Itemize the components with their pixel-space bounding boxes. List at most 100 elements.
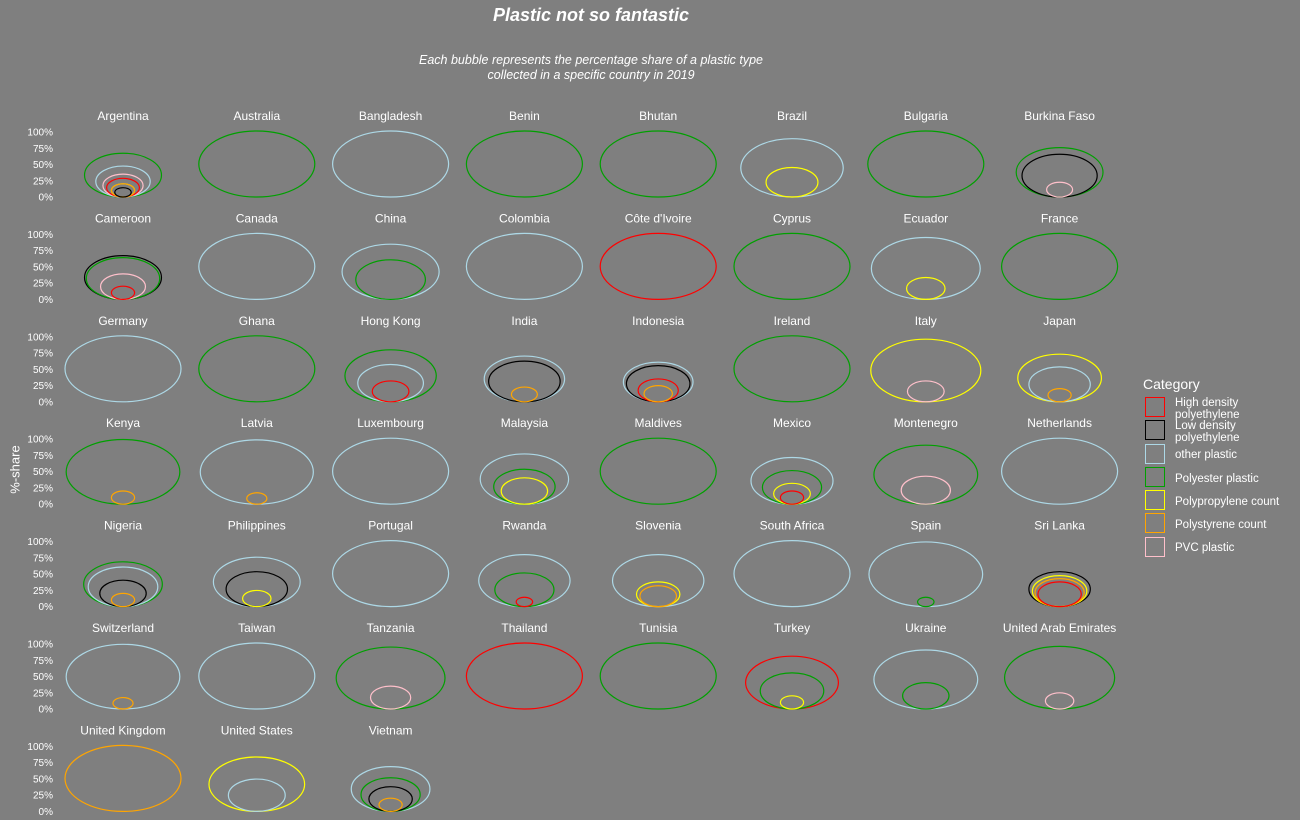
bubble-low-density-polyethylene bbox=[625, 365, 691, 403]
bubble-other-plastic bbox=[64, 335, 182, 403]
y-tick-label: 75% bbox=[33, 246, 53, 257]
facet-panel: Taiwan bbox=[198, 621, 316, 710]
bubble-polyester-plastic bbox=[465, 130, 584, 198]
chart-subtitle: Each bubble represents the percentage sh… bbox=[0, 53, 1182, 83]
bubble-pvc-plastic bbox=[102, 173, 144, 198]
legend-key bbox=[1145, 536, 1165, 557]
legend-item: Polystyrene count bbox=[1143, 513, 1300, 536]
facet-panel: France bbox=[1000, 211, 1119, 300]
y-tick-label: 0% bbox=[39, 295, 54, 306]
bubble-other-plastic bbox=[341, 243, 440, 300]
bubble-high-density-polyethylene bbox=[637, 378, 679, 403]
legend: Category High density polyethylene Low de… bbox=[1143, 376, 1300, 560]
facet-panel: Vietnam bbox=[350, 723, 431, 813]
bubble-polypropylene-count bbox=[241, 589, 272, 608]
facet-panel: Bulgaria bbox=[867, 109, 985, 198]
bubble-polystyrene-count bbox=[643, 385, 674, 403]
facet-panel: South Africa bbox=[733, 519, 851, 608]
legend-key bbox=[1145, 443, 1165, 464]
y-tick-label: 50% bbox=[33, 365, 53, 376]
bubble-polystyrene-count bbox=[1047, 388, 1072, 403]
bubble-polyester-plastic bbox=[759, 672, 825, 710]
legend-title: Category bbox=[1143, 376, 1200, 392]
facet-title: Montenegro bbox=[894, 416, 958, 430]
y-tick-label: 75% bbox=[33, 656, 53, 667]
bubble-polyester-plastic bbox=[873, 444, 979, 505]
y-tick-label: 75% bbox=[33, 553, 53, 564]
facet-panel: Indonesia bbox=[622, 314, 694, 403]
bubble-polyester-plastic bbox=[83, 561, 163, 608]
bubble-other-plastic bbox=[750, 456, 834, 505]
facet-title: Tanzania bbox=[367, 621, 415, 635]
y-tick-label: 0% bbox=[39, 193, 54, 204]
facet-title: Mexico bbox=[773, 416, 811, 430]
bubble-polypropylene-count bbox=[773, 482, 811, 505]
facet-chart: Argentina 100% 75% 50% 25% 0% Australia Banglad… bbox=[27, 109, 1119, 818]
bubble-polyester-plastic bbox=[599, 130, 717, 198]
facet-panel: Canada bbox=[198, 211, 316, 300]
bubble-other-plastic bbox=[1028, 366, 1091, 403]
legend-item: PVC plastic bbox=[1143, 536, 1300, 560]
legend-label: Polyester plastic bbox=[1175, 472, 1259, 485]
facet-panel: Philippines bbox=[212, 519, 301, 608]
facet-title: Ireland bbox=[774, 314, 811, 328]
facet-panel: Colombia bbox=[465, 211, 584, 300]
legend-item: Polypropylene count bbox=[1143, 490, 1300, 513]
facet-title: India bbox=[511, 314, 537, 328]
legend-key bbox=[1145, 466, 1165, 487]
facet-panel: Mexico bbox=[750, 416, 834, 505]
y-tick-label: 25% bbox=[33, 176, 53, 187]
bubble-other-plastic bbox=[332, 539, 450, 608]
facet-panel: Brazil bbox=[740, 109, 844, 198]
facet-title: Sri Lanka bbox=[1034, 519, 1085, 533]
facet-title: Nigeria bbox=[104, 519, 142, 533]
facet-panel: Benin bbox=[465, 109, 584, 198]
y-tick-label: 100% bbox=[27, 230, 53, 241]
facet-title: Thailand bbox=[501, 621, 547, 635]
facet-panel: Portugal bbox=[332, 519, 450, 608]
y-tick-label: 0% bbox=[39, 705, 54, 716]
bubble-high-density-polyethylene bbox=[599, 232, 717, 300]
bubble-polyester-plastic bbox=[599, 642, 717, 710]
facet-title: Latvia bbox=[241, 416, 273, 430]
bubble-polyester-plastic bbox=[867, 130, 985, 198]
facet-panel: Tunisia bbox=[599, 621, 717, 710]
facet-panel: Malaysia bbox=[479, 416, 570, 505]
bubble-polyester-plastic bbox=[1015, 147, 1104, 198]
facet-title: Vietnam bbox=[369, 723, 413, 737]
bubble-pvc-plastic bbox=[1046, 181, 1074, 198]
facet-panel: Japan bbox=[1017, 314, 1103, 403]
y-tick-label: 100% bbox=[27, 128, 53, 139]
bubble-other-plastic bbox=[332, 130, 450, 198]
bubble-other-plastic bbox=[212, 556, 301, 608]
facet-panel: Netherlands bbox=[1000, 416, 1119, 505]
subtitle-line-2: collected in a specific country in 2019 bbox=[487, 68, 695, 82]
facet-title: United Kingdom bbox=[80, 723, 165, 737]
facet-panel: Burkina Faso bbox=[1015, 109, 1104, 198]
facet-panel: United Arab Emirates bbox=[1003, 621, 1116, 710]
bubble-polyester-plastic bbox=[335, 646, 446, 710]
y-tick-label: 25% bbox=[33, 791, 53, 802]
bubble-polyester-plastic bbox=[65, 438, 181, 505]
facet-panel: Maldives bbox=[599, 416, 717, 505]
bubble-other-plastic bbox=[465, 232, 584, 300]
y-tick-label: 25% bbox=[33, 279, 53, 290]
bubble-polyester-plastic bbox=[733, 232, 851, 300]
facet-title: United States bbox=[221, 723, 293, 737]
facet-panel: Turkey bbox=[744, 621, 839, 710]
facet-panel: Sri Lanka bbox=[1028, 519, 1091, 608]
bubble-high-density-polyethylene bbox=[110, 285, 136, 300]
y-tick-label: 100% bbox=[27, 537, 53, 548]
facet-panel: United States bbox=[208, 723, 306, 812]
legend-label: High density polyethylene bbox=[1175, 396, 1240, 421]
facet-panel: Latvia bbox=[199, 416, 314, 505]
facet-panel: Bangladesh bbox=[332, 109, 450, 198]
facet-title: Luxembourg bbox=[357, 416, 424, 430]
facet-title: France bbox=[1041, 211, 1079, 225]
facet-title: Switzerland bbox=[92, 621, 154, 635]
facet-title: Ecuador bbox=[903, 211, 948, 225]
bubble-other-plastic bbox=[479, 453, 570, 505]
facet-title: Cameroon bbox=[95, 211, 151, 225]
y-tick-label: 75% bbox=[33, 144, 53, 155]
bubble-polyester-plastic bbox=[85, 257, 161, 300]
